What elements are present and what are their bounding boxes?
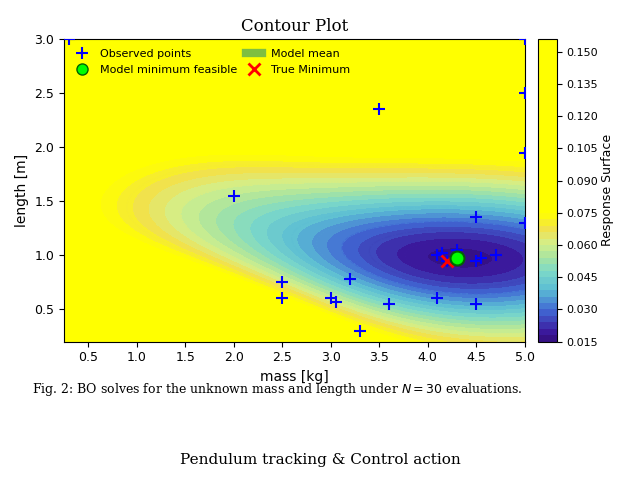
Observed points [472,301,480,307]
Observed points [346,276,354,282]
Observed points [438,250,446,256]
Observed points [278,295,286,301]
Observed points [453,247,461,253]
Observed points [472,214,480,220]
Title: Contour Plot: Contour Plot [241,18,348,35]
Observed points [356,328,364,334]
Line: Observed points: Observed points [63,34,531,336]
Observed points [472,258,480,264]
Observed points [521,36,529,42]
Observed points [434,252,442,258]
Observed points [385,301,393,307]
Observed points [492,252,500,258]
Y-axis label: Response Surface: Response Surface [601,134,614,246]
Observed points [376,106,383,112]
Observed points [521,150,529,156]
Observed points [230,193,237,199]
Observed points [327,295,335,301]
Observed points [477,256,485,262]
Text: Fig. 2: BO solves for the unknown mass and length under $N = 30$ evaluations.: Fig. 2: BO solves for the unknown mass a… [32,381,523,398]
Observed points [521,220,529,225]
Observed points [278,279,286,285]
Y-axis label: length [m]: length [m] [15,154,29,227]
Observed points [65,36,73,42]
Observed points [444,258,451,264]
X-axis label: mass [kg]: mass [kg] [260,370,329,384]
Observed points [332,299,339,305]
Observed points [521,90,529,96]
Legend: Observed points, Model minimum feasible, Model mean, True Minimum: Observed points, Model minimum feasible,… [70,44,355,79]
Text: Pendulum tracking & Control action: Pendulum tracking & Control action [180,452,460,467]
Observed points [434,295,442,301]
